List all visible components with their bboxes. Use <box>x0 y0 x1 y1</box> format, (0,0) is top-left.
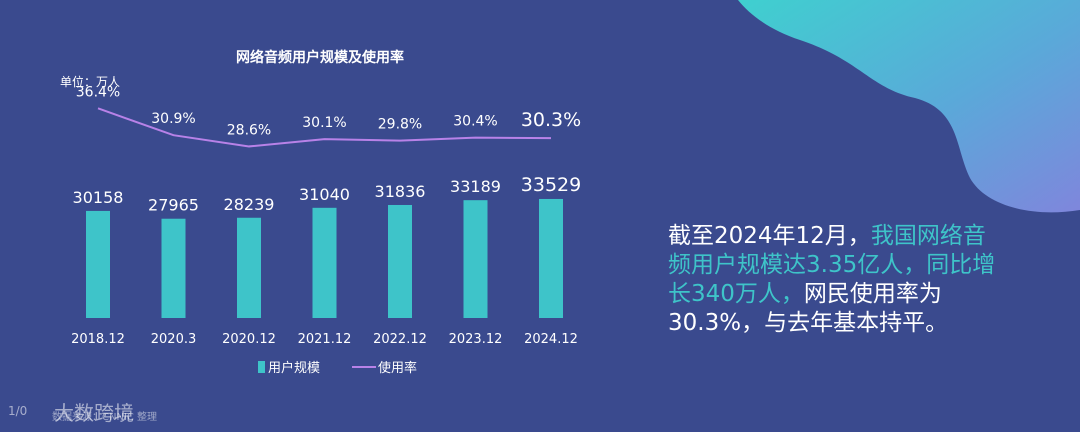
teal-wave-shape <box>738 0 1080 213</box>
rate-value-label: 30.9% <box>151 111 195 127</box>
bar-value-label: 33529 <box>521 174 581 196</box>
watermark: 1/0 大数跨境 <box>8 396 134 426</box>
bar-value-label: 31836 <box>375 182 426 201</box>
bar-2020.3 <box>161 218 186 318</box>
bar-value-label: 28239 <box>224 195 275 214</box>
rate-value-label: 28.6% <box>227 122 271 138</box>
rate-value-label: 30.4% <box>453 114 497 130</box>
x-tick-label: 2020.3 <box>151 332 197 347</box>
bar-value-label: 31040 <box>299 185 350 204</box>
bar-2018.12 <box>86 210 110 318</box>
legend-bar-swatch <box>258 361 265 373</box>
usage-rate-line <box>97 107 552 148</box>
brand-name: 大数跨境 <box>54 400 134 425</box>
unit-label: 单位：万人 <box>60 74 120 89</box>
summary-part1: 截至2024年12月， <box>668 223 871 249</box>
bar-value-label: 33189 <box>450 177 501 196</box>
legend-bar-label: 用户规模 <box>268 360 320 376</box>
bar-2023.12 <box>463 200 488 318</box>
bar-2020.12 <box>237 217 261 318</box>
x-tick-label: 2021.12 <box>298 332 352 347</box>
brand-logo-icon: 1/0 <box>8 404 28 418</box>
rate-value-label: 29.8% <box>378 117 422 133</box>
x-tick-label: 2020.12 <box>222 332 276 347</box>
bar-value-label: 30158 <box>73 188 124 207</box>
x-tick-label: 2022.12 <box>373 332 427 347</box>
bar-2021.12 <box>312 207 337 318</box>
summary-text: 截至2024年12月，我国网络音频用户规模达3.35亿人，同比增长340万人，网… <box>668 222 998 338</box>
rate-value-label: 30.3% <box>521 109 581 131</box>
rate-value-label: 30.1% <box>302 115 346 131</box>
x-tick-label: 2018.12 <box>71 332 125 347</box>
source-note: 数据来源：CNNIC 整理 <box>52 412 158 423</box>
x-tick-label: 2023.12 <box>449 332 503 347</box>
rate-value-label: 36.4% <box>76 84 120 100</box>
bar-line-chart: 网络音频用户规模及使用率 单位：万人 30158 36.4% 27965 30.9% 2… <box>60 49 581 376</box>
bar-2024.12 <box>539 198 563 318</box>
bar-2022.12 <box>388 204 412 318</box>
bar-value-label: 27965 <box>148 196 199 215</box>
chart-title: 网络音频用户规模及使用率 <box>236 49 404 66</box>
summary-highlight: 我国网络音频用户规模达3.35亿人，同比增长340万人， <box>668 223 996 307</box>
summary-part3: 网民使用率为30.3%，与去年基本持平。 <box>668 281 949 336</box>
x-tick-label: 2024.12 <box>524 332 578 347</box>
legend-line-label: 使用率 <box>378 360 417 376</box>
